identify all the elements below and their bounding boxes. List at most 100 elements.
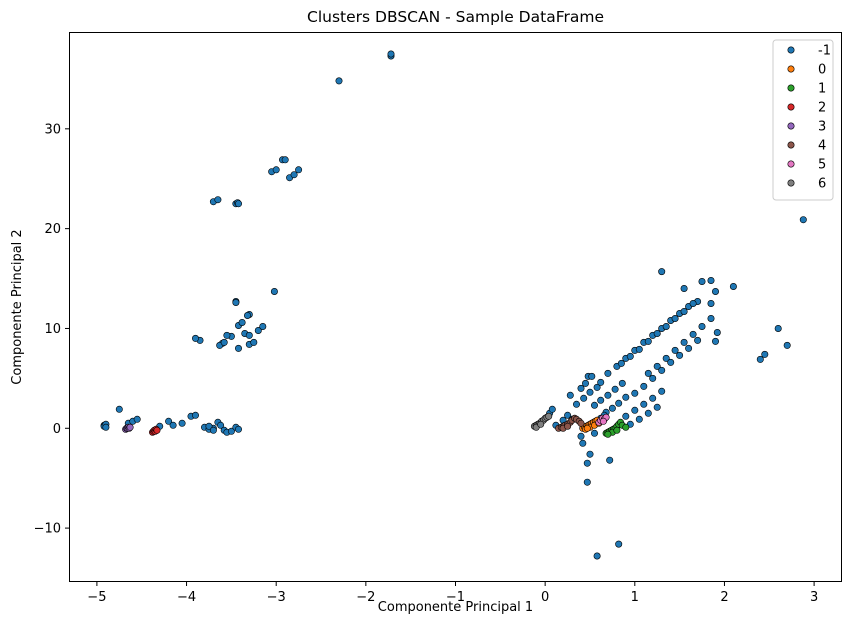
x-tick-label: −1 [446,590,465,605]
data-point [658,366,666,374]
series-3 [149,425,161,436]
data-point [537,420,545,428]
data-point [272,166,280,174]
series-2 [602,418,630,438]
data-point [680,307,688,315]
x-tick-label: 0 [541,590,549,605]
data-point [217,421,225,429]
data-point [635,345,643,353]
data-point [649,374,657,382]
x-tick-label: −4 [177,590,196,605]
legend-label: 4 [818,139,826,154]
data-point [178,419,186,427]
data-point [644,369,652,377]
data-point [590,429,598,437]
legend-marker [787,103,795,111]
data-point [580,394,588,402]
data-point [698,322,706,330]
data-point [590,401,598,409]
data-point [593,552,601,560]
data-point [653,329,661,337]
data-point [631,406,639,414]
y-axis: −10 0 10 20 30 [34,122,70,537]
data-point [611,385,619,393]
data-point [581,379,589,387]
data-point [783,341,791,349]
data-point [259,322,267,330]
data-point [658,387,666,395]
data-point [586,388,594,396]
legend-label: 2 [818,101,826,116]
x-tick-label: 2 [720,590,728,605]
data-point [335,77,343,85]
series-6 [595,413,610,426]
x-tick-label: 1 [631,590,639,605]
data-point [227,427,235,435]
legend-marker [787,65,795,73]
data-point [711,287,719,295]
data-point [220,338,228,346]
data-point [622,412,630,420]
points-layer [100,50,807,560]
data-point [153,426,161,434]
data-point [564,411,572,419]
data-point [644,337,652,345]
data-point [680,338,688,346]
data-point [694,336,702,344]
legend-label: 1 [818,82,826,97]
chart-title: Clusters DBSCAN - Sample DataFrame [307,8,604,26]
data-point [622,423,630,431]
data-point [238,318,246,326]
x-tick-label: −3 [267,590,286,605]
legend-marker [787,46,795,54]
data-point [235,200,243,208]
data-point [295,166,303,174]
data-point [577,419,585,427]
data-point [579,439,587,447]
y-tick-label: 30 [44,122,61,137]
data-point [618,379,626,387]
x-axis-label: Componente Principal 1 [378,600,533,615]
legend-marker [787,141,795,149]
data-point [640,382,648,390]
data-point [615,540,623,548]
data-point [593,383,601,391]
data-point [649,394,657,402]
series-7 [530,412,553,431]
data-point [245,331,253,339]
data-point [698,277,706,285]
data-point [662,354,670,362]
data-point [689,299,697,307]
legend-marker [787,122,795,130]
data-point [662,322,670,330]
y-axis-label: Componente Principal 2 [10,229,25,384]
data-point [626,352,634,360]
data-point [774,324,782,332]
y-tick-label: 10 [44,322,61,337]
data-point [133,415,141,423]
data-point [577,384,585,392]
x-axis: −5 −4 −3 −2 −1 0 1 2 3 [87,581,818,605]
data-point [680,284,688,292]
data-point [608,404,616,412]
data-point [281,156,289,164]
data-point [613,426,621,434]
legend-marker [787,179,795,187]
y-tick-label: 20 [44,222,61,237]
data-point [615,399,623,407]
data-point [577,432,585,440]
data-point [713,328,721,336]
data-point [671,346,679,354]
legend-box [772,39,834,201]
x-tick-label: −2 [356,590,375,605]
data-point [169,421,177,429]
data-point [756,355,764,363]
data-point [254,326,262,334]
data-point [192,334,200,342]
y-tick-label: −10 [34,522,61,537]
legend-label: -1 [818,44,831,59]
legend-label: 6 [818,177,826,192]
data-point [653,403,661,411]
data-point [597,378,605,386]
data-point [192,411,200,419]
